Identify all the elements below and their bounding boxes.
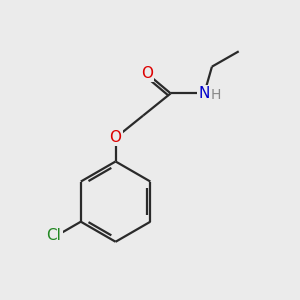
Text: O: O [141, 66, 153, 81]
Text: O: O [110, 130, 122, 145]
Text: Cl: Cl [46, 228, 62, 243]
Text: N: N [199, 86, 210, 101]
Text: H: H [211, 88, 221, 102]
